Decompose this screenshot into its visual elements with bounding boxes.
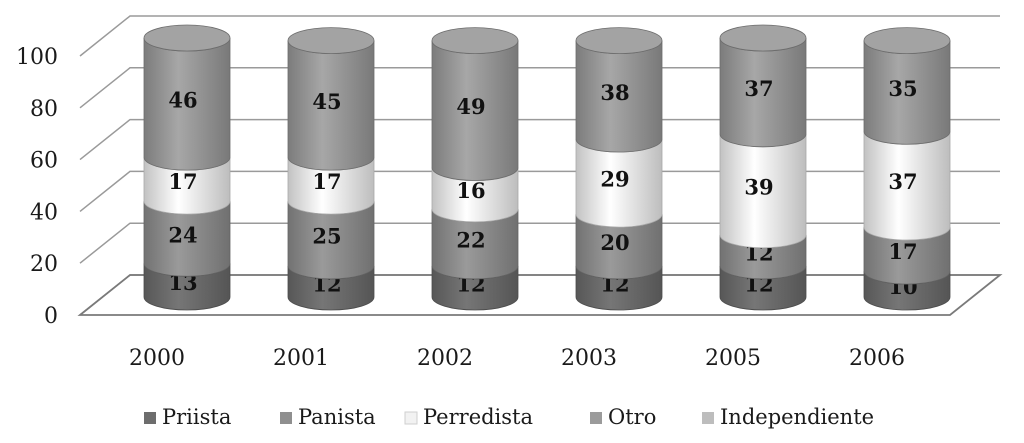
legend-swatch xyxy=(144,412,156,424)
data-label: 39 xyxy=(744,174,773,199)
data-label: 37 xyxy=(888,169,917,194)
x-tick-label: 2005 xyxy=(705,346,761,371)
x-tick-label: 2003 xyxy=(561,346,617,371)
data-label: 38 xyxy=(600,80,629,105)
legend-swatch xyxy=(590,412,602,424)
legend-label: Priista xyxy=(162,405,231,429)
y-tick-label: 60 xyxy=(30,149,58,174)
x-tick-label: 2001 xyxy=(273,346,329,371)
data-label: 17 xyxy=(312,169,341,194)
data-label: 37 xyxy=(744,76,773,101)
legend-swatch xyxy=(702,412,714,424)
gridline xyxy=(79,222,1000,264)
y-tick-label: 20 xyxy=(30,252,58,277)
data-label: 20 xyxy=(600,230,629,255)
legend-swatch xyxy=(280,412,292,424)
x-tick-label: 2006 xyxy=(849,346,905,371)
bar-top-cap xyxy=(863,27,951,54)
bar-top-cap xyxy=(143,24,231,52)
data-label: 46 xyxy=(168,88,197,113)
data-label: 49 xyxy=(456,94,485,119)
data-label: 25 xyxy=(312,224,341,249)
legend-label: Perredista xyxy=(423,405,533,429)
legend-swatch xyxy=(404,411,418,425)
data-label: 35 xyxy=(888,76,917,101)
x-tick-label: 2000 xyxy=(129,346,185,371)
gridline xyxy=(79,170,1000,212)
gridline xyxy=(79,118,1000,161)
legend-label: Independiente xyxy=(720,405,874,429)
data-label: 17 xyxy=(888,239,917,264)
legend-label: Panista xyxy=(298,405,376,429)
data-label: 17 xyxy=(168,169,197,194)
legend: Priista Panista Perredista Otro Independient… xyxy=(144,405,874,429)
bar-top-cap xyxy=(287,27,375,54)
y-tick-label: 0 xyxy=(44,304,58,329)
bars: 1324174612251745122216491220293812123937… xyxy=(143,24,951,311)
y-tick-label: 100 xyxy=(16,45,58,70)
y-tick-label: 40 xyxy=(30,200,58,225)
floor-plane xyxy=(77,274,1003,316)
data-label: 24 xyxy=(168,222,197,247)
gridline xyxy=(79,15,1000,57)
gridline xyxy=(79,67,1000,109)
chart-floor xyxy=(77,274,1003,316)
bar-top-cap xyxy=(431,27,519,54)
legend-label: Otro xyxy=(608,405,656,429)
y-tick-label: 80 xyxy=(30,97,58,122)
data-label: 16 xyxy=(456,178,485,203)
data-label: 29 xyxy=(600,167,629,192)
x-tick-label: 2002 xyxy=(417,346,473,371)
data-label: 45 xyxy=(312,89,341,114)
data-label: 22 xyxy=(456,227,485,252)
bar-top-cap xyxy=(719,24,807,52)
bar-top-cap xyxy=(575,27,663,54)
y-axis: 0 20 40 60 80 100 xyxy=(16,45,58,329)
x-axis-labels: 2000 2001 2002 2003 2005 2006 xyxy=(129,346,905,371)
